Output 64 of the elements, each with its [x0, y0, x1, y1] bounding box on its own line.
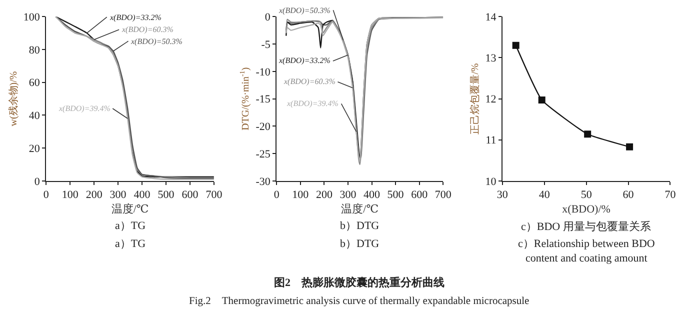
- text: c）Relationship between BDO content and coating amount: [518, 238, 655, 264]
- x-tick-label: 0: [43, 189, 50, 202]
- x-tick-label: 50: [580, 189, 592, 202]
- series-label: x(BDO)=33.2%: [278, 56, 331, 65]
- x-tick-label: 700: [434, 189, 452, 202]
- x-axis-title: 温度/℃: [111, 202, 149, 216]
- point: [512, 42, 520, 49]
- series-label: x(BDO)=39.4%: [286, 99, 339, 108]
- text: b）DTG: [340, 238, 380, 250]
- text: a）TG: [115, 238, 146, 250]
- x-tick-label: 60: [622, 189, 634, 202]
- y-tick-label: 60: [28, 77, 40, 90]
- point: [584, 130, 592, 138]
- x-tick-label: 200: [316, 189, 333, 202]
- x-tick-label: 500: [158, 189, 175, 202]
- x-axis-title: 温度/℃: [341, 202, 379, 216]
- x-tick-label: 300: [340, 189, 357, 202]
- series-label: x(BDO)=39.4%: [58, 104, 111, 113]
- x-tick-label: 30: [496, 189, 508, 202]
- text: x(BDO)=33.2%: [109, 13, 162, 22]
- point: [538, 96, 546, 104]
- y-tick-label: -5: [261, 38, 271, 51]
- y-tick-label: 13: [485, 52, 497, 65]
- y-tick-label: 11: [486, 134, 496, 147]
- point: [626, 143, 634, 150]
- series-label: x(BDO)=50.3%: [278, 6, 331, 15]
- x-axis-title: x(BDO)/%: [562, 203, 610, 216]
- y-tick-label: -25: [256, 148, 271, 160]
- x-tick-label: 200: [86, 189, 103, 202]
- x-tick-label: 100: [292, 189, 310, 202]
- x-tick-label: 700: [206, 189, 223, 202]
- y-axis-title: w(残余物)/%: [7, 71, 20, 126]
- x-tick-label: 400: [134, 189, 151, 202]
- y-tick-label: 100: [23, 11, 40, 24]
- y-tick-label: 0: [264, 11, 271, 24]
- x-tick-label: 400: [364, 189, 380, 202]
- text: x(BDO)=60.3%: [121, 25, 174, 34]
- y-axis-title: 正己烷包覆量/%: [469, 63, 482, 134]
- text: x(BDO)=50.3%: [130, 37, 183, 46]
- text: a）TG: [115, 220, 146, 232]
- text: c）BDO 用量与包覆量关系: [521, 220, 651, 233]
- text: b）DTG: [340, 220, 380, 232]
- text: Fig.2 Thermogravimetric analysis curve of thermally expandable microcapsule: [189, 296, 530, 307]
- y-tick-label: 0: [34, 176, 40, 188]
- y-tick-label: 14: [485, 11, 497, 24]
- x-tick-label: 40: [538, 189, 550, 202]
- text: 图2 热膨胀微胶囊的热重分析曲线: [274, 276, 444, 289]
- x-tick-label: 0: [274, 189, 280, 202]
- y-tick-label: 12: [485, 94, 496, 106]
- x-tick-label: 600: [411, 189, 428, 202]
- x-tick-label: 500: [387, 189, 404, 202]
- y-tick-label: -20: [256, 121, 271, 134]
- y-tick-label: -15: [256, 94, 271, 106]
- x-tick-label: 100: [62, 189, 79, 202]
- y-tick-label: 40: [28, 110, 40, 122]
- y-tick-label: 20: [28, 142, 40, 155]
- x-tick-label: 300: [110, 189, 127, 202]
- x-tick-label: 70: [664, 189, 676, 202]
- y-tick-label: 80: [28, 44, 40, 56]
- y-tick-label: -30: [256, 176, 271, 188]
- y-tick-label: 10: [485, 176, 497, 188]
- x-tick-label: 600: [182, 189, 199, 202]
- y-tick-label: -10: [256, 66, 271, 78]
- series-label: x(BDO)=60.3%: [283, 77, 336, 86]
